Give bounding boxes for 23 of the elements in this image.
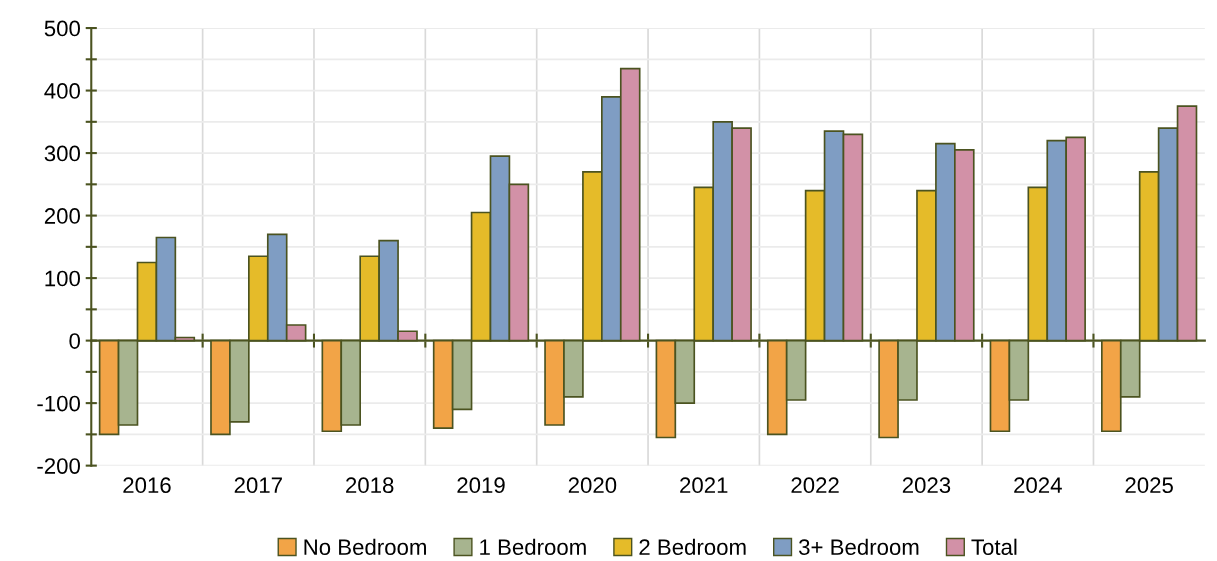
y-tick-label: -100	[37, 395, 80, 412]
y-tick-label: 500	[44, 20, 80, 37]
x-tick-label: 2024	[1014, 477, 1062, 494]
legend-label: Total	[971, 538, 1017, 556]
x-tick-label: 2016	[123, 477, 171, 494]
y-tick-label: 400	[44, 83, 80, 99]
legend-label: 2 Bedroom	[639, 538, 746, 556]
y-tick-label: 200	[44, 208, 80, 224]
x-tick-label: 2021	[680, 477, 728, 494]
y-tick-label: 300	[44, 145, 80, 162]
legend-label: 1 Bedroom	[480, 538, 586, 556]
x-tick-label: 2022	[791, 477, 839, 494]
x-tick-label: 2025	[1125, 477, 1173, 494]
x-tick-label: 2017	[234, 477, 282, 494]
y-tick-label: 100	[45, 270, 80, 287]
y-tick-label: 0	[69, 333, 80, 349]
x-tick-label: 2020	[568, 477, 617, 494]
y-tick-label: -200	[37, 458, 80, 474]
x-tick-label: 2019	[457, 477, 505, 494]
x-tick-label: 2023	[902, 477, 951, 494]
x-tick-label: 2018	[346, 477, 394, 494]
legend-label: 3+ Bedroom	[799, 538, 919, 556]
legend-label: No Bedroom	[304, 538, 426, 556]
